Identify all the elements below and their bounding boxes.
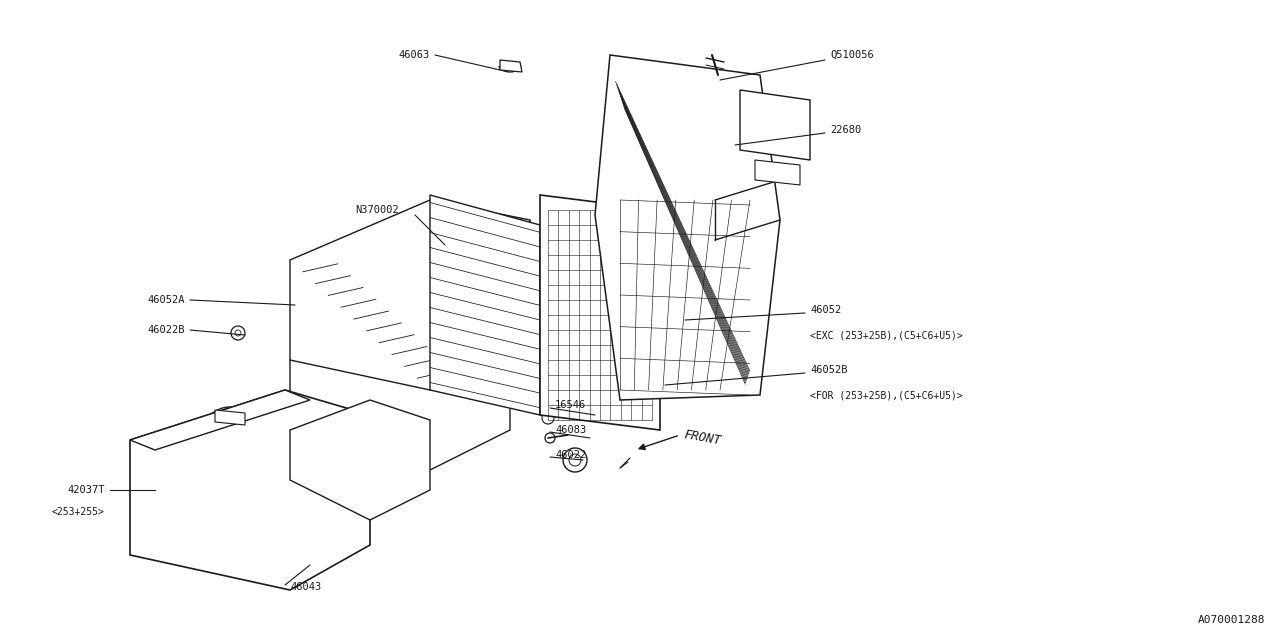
Text: FRONT: FRONT	[682, 428, 722, 447]
Circle shape	[227, 432, 233, 438]
Text: 46043: 46043	[291, 582, 321, 592]
Circle shape	[230, 326, 244, 340]
Text: 16546: 16546	[556, 400, 586, 410]
Circle shape	[570, 454, 581, 466]
Circle shape	[157, 487, 173, 503]
Polygon shape	[430, 195, 540, 415]
Text: N370002: N370002	[355, 205, 399, 215]
Circle shape	[434, 242, 445, 254]
Text: 22680: 22680	[829, 125, 861, 135]
Polygon shape	[215, 410, 244, 425]
Text: 46022B: 46022B	[147, 325, 186, 335]
Circle shape	[541, 209, 554, 221]
Circle shape	[214, 419, 246, 451]
Text: <EXC (253+25B),(C5+C6+U5)>: <EXC (253+25B),(C5+C6+U5)>	[810, 330, 963, 340]
Circle shape	[541, 412, 554, 424]
Polygon shape	[291, 400, 430, 520]
Polygon shape	[131, 390, 370, 590]
Ellipse shape	[716, 160, 774, 240]
Polygon shape	[500, 60, 522, 72]
Text: <253+255>: <253+255>	[52, 507, 105, 517]
Text: 46063: 46063	[399, 50, 430, 60]
Circle shape	[563, 448, 588, 472]
Text: 42037T: 42037T	[68, 485, 105, 495]
Text: <FOR (253+25B),(C5+C6+U5)>: <FOR (253+25B),(C5+C6+U5)>	[810, 390, 963, 400]
Polygon shape	[131, 390, 310, 450]
Polygon shape	[595, 55, 780, 400]
Circle shape	[236, 330, 241, 336]
Text: A070001288: A070001288	[1198, 615, 1265, 625]
Circle shape	[545, 433, 556, 443]
Text: 46052A: 46052A	[147, 295, 186, 305]
Circle shape	[161, 491, 169, 499]
Text: Q510056: Q510056	[829, 50, 874, 60]
Polygon shape	[291, 200, 530, 390]
Circle shape	[202, 407, 259, 463]
Circle shape	[646, 209, 658, 221]
Polygon shape	[740, 90, 810, 160]
Circle shape	[716, 185, 755, 225]
Text: 46022: 46022	[556, 450, 586, 460]
Polygon shape	[540, 195, 660, 430]
Circle shape	[646, 412, 658, 424]
Polygon shape	[291, 295, 509, 540]
Text: 46052: 46052	[810, 305, 841, 315]
Text: 46052B: 46052B	[810, 365, 847, 375]
Text: 46083: 46083	[556, 425, 586, 435]
Polygon shape	[755, 160, 800, 185]
